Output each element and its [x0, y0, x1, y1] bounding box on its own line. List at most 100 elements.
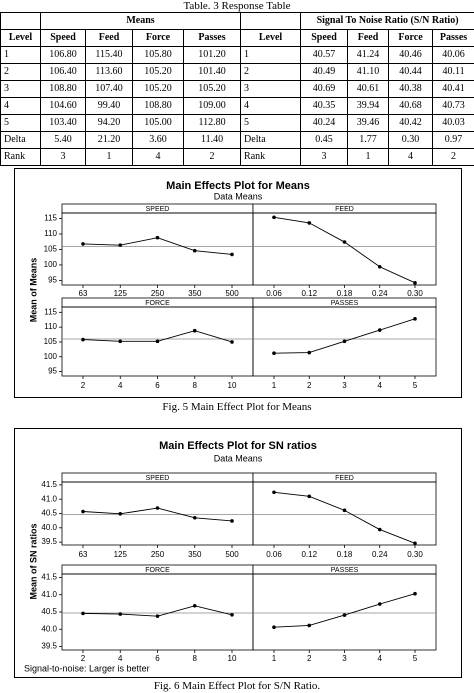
table-cell: 103.40	[40, 114, 86, 132]
data-point	[342, 613, 347, 617]
y-tick-label: 100	[44, 260, 58, 269]
data-point	[413, 281, 417, 285]
data-point	[155, 506, 160, 510]
table-cell: 105.00	[132, 114, 184, 132]
table-cell: 0.30	[388, 131, 434, 149]
x-tick-label: 0.06	[266, 289, 282, 298]
table-cell: 105.20	[132, 63, 184, 81]
table-row: 2 106.40 113.60 105.20 101.40 2 40.49 41.10 40.4…	[0, 63, 474, 81]
x-tick-label: 0.18	[337, 550, 353, 559]
table-cell: 40.69	[300, 80, 349, 98]
y-tick-label: 110	[44, 322, 57, 331]
table-cell: 5.40	[40, 131, 86, 149]
data-point	[342, 508, 347, 513]
panel-name: PASSES	[331, 300, 359, 307]
table-cell: 3	[40, 148, 86, 166]
data-point	[81, 611, 85, 616]
table-body: 1 106.80 115.40 105.80 101.20 1 40.57 41.24 40.4…	[0, 46, 474, 166]
x-tick-label: 250	[151, 550, 165, 559]
x-tick-label: 10	[228, 381, 237, 390]
data-point	[272, 215, 276, 220]
x-tick-label: 0.06	[266, 550, 282, 559]
figure-caption: Fig. 6 Main Effect Plot for S/N Ratio.	[153, 680, 321, 692]
table-cell: 4	[132, 148, 184, 166]
data-point	[118, 511, 123, 516]
x-tick-label: 4	[378, 654, 383, 663]
column-header: Feed	[85, 29, 133, 47]
data-point	[192, 603, 197, 608]
table-cell: 40.61	[347, 80, 390, 98]
data-point	[230, 252, 234, 257]
table-cell: 39.46	[347, 114, 390, 132]
table-cell: 104.60	[40, 97, 86, 115]
data-point	[155, 235, 160, 240]
y-tick-label: 39.5	[41, 537, 57, 546]
x-tick-label: 6	[155, 381, 160, 390]
table-cell: 3	[240, 80, 302, 98]
blank-cell	[240, 12, 302, 30]
table-cell: 40.41	[432, 80, 474, 98]
table-cell: 109.00	[182, 97, 242, 115]
figure-subtitle: Data Means	[214, 191, 263, 201]
y-axis-label: Mean of SN ratios	[28, 523, 38, 599]
table-cell: 106.40	[40, 63, 86, 81]
panel-name: PASSES	[331, 567, 359, 574]
table-cell: 3	[300, 148, 349, 166]
x-tick-label: 8	[193, 654, 198, 663]
x-tick-label: 1	[272, 654, 277, 663]
x-tick-label: 4	[118, 654, 123, 663]
data-point	[118, 243, 123, 247]
figure-frame	[14, 168, 462, 398]
table-cell: 41.24	[347, 46, 390, 64]
table-cell: 115.40	[85, 46, 133, 64]
table-row: Delta 5.40 21.20 3.60 11.40 Delta 0.45 1.77 0.30…	[0, 131, 474, 149]
panel-name: SPEED	[146, 206, 170, 213]
data-point	[81, 337, 85, 342]
data-point	[413, 317, 417, 321]
x-tick-label: 63	[79, 289, 88, 298]
table-cell: 105.80	[132, 46, 184, 64]
table-cell: 11.40	[182, 131, 242, 149]
table-cell: 4	[0, 97, 41, 115]
table-cell: 40.06	[432, 46, 474, 64]
table-cell: 106.80	[40, 46, 86, 64]
figure-title: Main Effects Plot for Means	[166, 180, 310, 192]
x-tick-label: 2	[307, 654, 312, 663]
data-point	[192, 328, 197, 333]
data-point	[377, 527, 382, 532]
panel-name: FEED	[335, 475, 354, 482]
data-point	[307, 221, 312, 225]
table-cell: 0.97	[432, 131, 474, 149]
data-point	[155, 339, 160, 344]
y-tick-label: 105	[44, 245, 58, 254]
x-tick-label: 1	[272, 381, 277, 390]
table-cell: 1	[347, 148, 390, 166]
table-cell: 40.46	[388, 46, 434, 64]
column-header: Passes	[182, 29, 242, 47]
data-point	[377, 328, 382, 332]
x-tick-label: 350	[188, 550, 202, 559]
x-tick-label: 0.30	[407, 289, 423, 298]
table-cell: 4	[388, 148, 434, 166]
data-point	[307, 494, 312, 499]
table-cell: 40.57	[300, 46, 349, 64]
table-cell: 107.40	[85, 80, 133, 98]
panel-name: FEED	[335, 206, 354, 213]
table-cell: 40.68	[388, 97, 434, 115]
data-point	[377, 602, 382, 606]
data-point	[192, 515, 197, 520]
data-point	[118, 612, 123, 616]
data-point	[192, 248, 197, 253]
column-header: Speed	[40, 29, 86, 47]
data-point	[230, 519, 234, 523]
x-tick-label: 2	[307, 381, 312, 390]
y-tick-label: 40.0	[41, 523, 57, 532]
figure-frame	[14, 428, 462, 678]
data-point	[413, 591, 417, 596]
table-cell: 40.24	[300, 114, 349, 132]
table-cell: 1.77	[347, 131, 390, 149]
data-point	[272, 351, 276, 355]
table-cell: 5	[0, 114, 41, 132]
panel-name: SPEED	[146, 475, 170, 482]
